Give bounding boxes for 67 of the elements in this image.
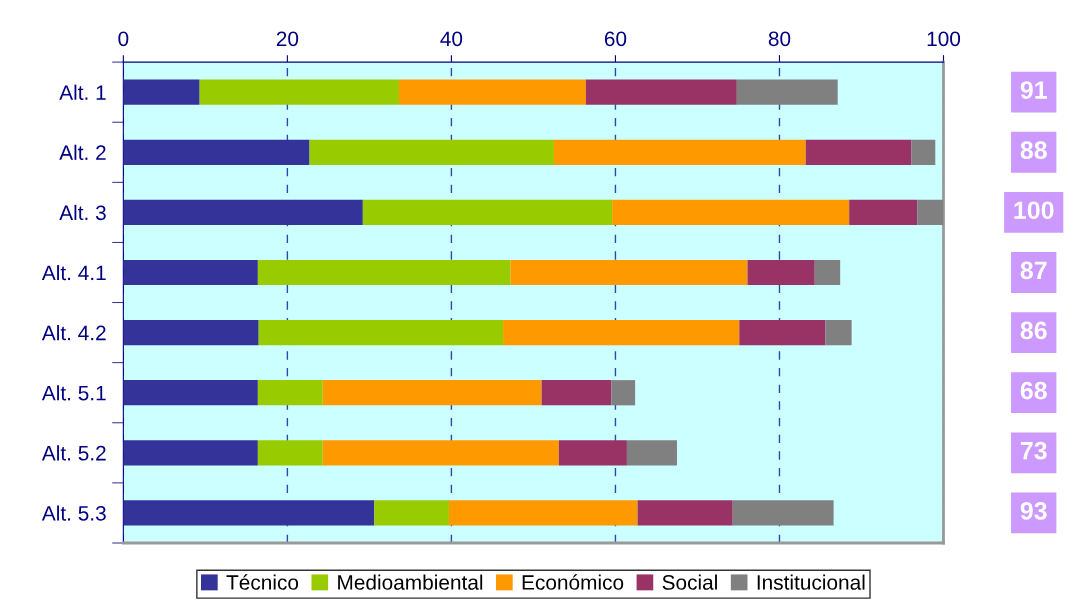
bar: [309, 139, 554, 165]
bar: [123, 500, 375, 526]
y-tick-label: Alt. 5.1: [41, 385, 106, 401]
bar: [732, 500, 834, 526]
y-tick-label: Alt. 5.2: [41, 445, 106, 461]
text: 100: [1014, 201, 1054, 220]
y-tick-label: Alt. 4.1: [41, 264, 106, 281]
bar: [814, 259, 841, 286]
bar: [398, 79, 586, 105]
bar: [123, 79, 200, 105]
text: 68: [1020, 381, 1047, 400]
bar: [322, 380, 542, 406]
y-tick-label: Alt. 3: [59, 204, 106, 221]
bar: [123, 259, 258, 286]
bar: [362, 199, 613, 226]
bar: [626, 440, 677, 466]
bar: [849, 199, 918, 226]
text: 93: [1020, 501, 1047, 520]
text: 88: [1020, 141, 1047, 159]
text: 73: [1020, 441, 1047, 460]
y-tick-label: Alt. 2: [59, 144, 106, 160]
bar: [911, 139, 936, 165]
bar: [612, 199, 850, 226]
bar: [257, 259, 511, 286]
bar: [123, 199, 363, 226]
bar: [123, 440, 258, 466]
bar: [736, 79, 838, 105]
bar: [805, 139, 912, 165]
text: 86: [1020, 321, 1047, 340]
y-tick-label: Alt. 5.3: [41, 505, 106, 521]
legend-label: Social: [662, 574, 717, 590]
bar: [123, 319, 259, 346]
bar: [123, 139, 310, 165]
bar: [258, 319, 504, 346]
bar: [611, 380, 636, 406]
bar: [448, 500, 638, 526]
bar: [123, 380, 258, 406]
legend-label: Económico: [522, 574, 624, 590]
bar: [257, 440, 323, 466]
legend-label: Medioambiental: [338, 574, 483, 590]
bar: [322, 440, 559, 466]
y-tick-label: Alt. 1: [59, 84, 106, 100]
text: 91: [1020, 81, 1047, 99]
bar: [374, 500, 449, 526]
x-tick-label: 0: [118, 31, 129, 47]
text: 87: [1020, 261, 1047, 280]
x-tick-label: 20: [276, 31, 299, 47]
bar: [637, 500, 733, 526]
x-tick-label: 60: [604, 31, 627, 47]
bar: [585, 79, 737, 105]
bar: [917, 199, 944, 226]
bar: [825, 319, 852, 346]
bar: [747, 259, 815, 286]
x-tick-label: 40: [440, 31, 463, 47]
bar: [503, 319, 740, 346]
x-tick-label: 100: [927, 31, 961, 47]
x-tick-label: 80: [768, 31, 791, 47]
legend-label: Institucional: [757, 574, 865, 590]
bar: [558, 440, 627, 466]
legend-label: Técnico: [226, 574, 299, 590]
y-tick-label: Alt. 4.2: [41, 325, 106, 341]
bar: [510, 259, 748, 286]
bar: [739, 319, 826, 346]
bar: [199, 79, 399, 105]
bar: [553, 139, 806, 165]
bar: [541, 380, 612, 406]
bar: [257, 380, 323, 406]
